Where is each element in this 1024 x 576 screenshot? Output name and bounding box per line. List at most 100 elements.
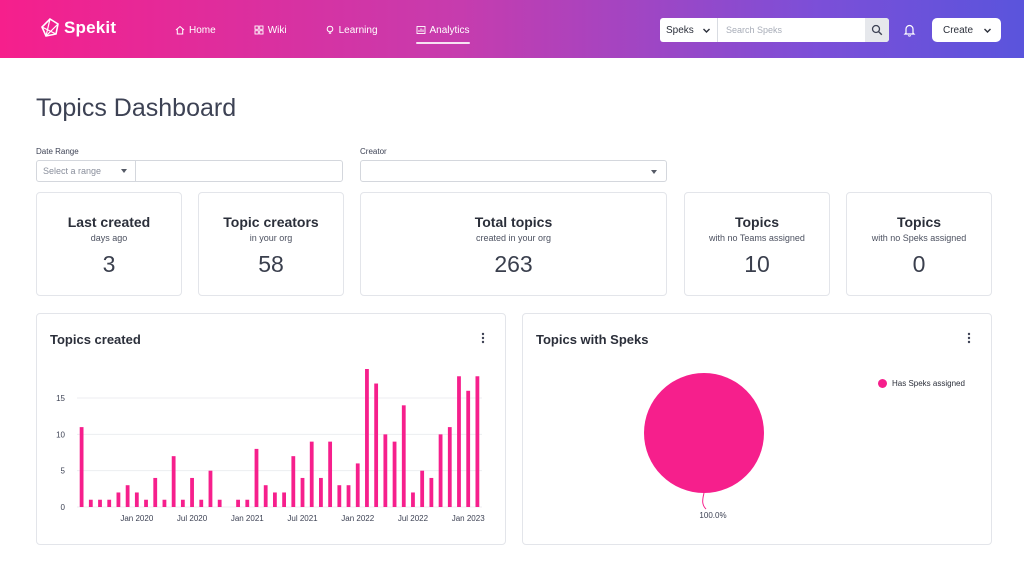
bar[interactable] bbox=[254, 448, 259, 507]
bar[interactable] bbox=[401, 405, 406, 507]
nav-learning[interactable]: Learning bbox=[325, 22, 378, 38]
date-range-dropdown[interactable]: Select a range bbox=[37, 161, 136, 181]
stat-subtitle: days ago bbox=[90, 233, 128, 243]
x-tick-label: Jan 2023 bbox=[452, 514, 485, 523]
caret-down-icon bbox=[121, 169, 127, 173]
stat-title: Total topics bbox=[474, 214, 553, 230]
bar[interactable] bbox=[98, 499, 102, 507]
data-label-leader bbox=[702, 492, 707, 510]
bar[interactable] bbox=[383, 434, 388, 507]
bar[interactable] bbox=[309, 441, 314, 507]
bar[interactable] bbox=[466, 390, 471, 507]
bar[interactable] bbox=[263, 485, 268, 507]
bar[interactable] bbox=[291, 456, 296, 507]
search-input[interactable] bbox=[718, 18, 865, 42]
bar[interactable] bbox=[79, 427, 84, 507]
search-scope-dropdown[interactable]: Speks bbox=[660, 18, 718, 42]
bar[interactable] bbox=[162, 499, 167, 507]
pie-data-label: 100.0% bbox=[699, 511, 726, 520]
bar[interactable] bbox=[300, 477, 305, 507]
y-tick-label: 5 bbox=[61, 467, 66, 476]
grid-icon bbox=[254, 25, 264, 35]
top-nav-bar: Spekit Home Wiki Learning Analytics Spek… bbox=[0, 0, 1024, 58]
nav-wiki[interactable]: Wiki bbox=[254, 22, 287, 38]
search-scope-label: Speks bbox=[666, 24, 694, 36]
bar[interactable] bbox=[328, 441, 333, 507]
stat-subtitle: with no Teams assigned bbox=[709, 233, 805, 243]
stat-card-last-created: Last created days ago 3 bbox=[36, 192, 182, 296]
bar[interactable] bbox=[180, 499, 185, 507]
date-range-placeholder: Select a range bbox=[43, 166, 102, 176]
stat-title: Last created bbox=[67, 214, 151, 230]
stat-title: Topic creators bbox=[223, 214, 319, 230]
brand-name: Spekit bbox=[64, 18, 117, 37]
bar[interactable] bbox=[107, 499, 112, 507]
bar[interactable] bbox=[346, 485, 351, 507]
stat-card-topic-creators: Topic creators in your org 58 bbox=[198, 192, 344, 296]
lightbulb-icon bbox=[326, 25, 333, 34]
x-tick-label: Jul 2020 bbox=[177, 514, 208, 523]
bar[interactable] bbox=[125, 485, 130, 507]
bar[interactable] bbox=[411, 492, 415, 507]
bar[interactable] bbox=[236, 499, 240, 507]
legend-label: Has Speks assigned bbox=[892, 379, 965, 388]
bar[interactable] bbox=[282, 492, 287, 507]
bar[interactable] bbox=[447, 427, 452, 507]
bar[interactable] bbox=[420, 470, 425, 507]
bar[interactable] bbox=[272, 492, 277, 507]
brand[interactable]: Spekit bbox=[40, 18, 116, 38]
creator-select[interactable] bbox=[360, 160, 667, 182]
bar[interactable] bbox=[457, 376, 461, 507]
topics-created-panel: Topics created 0 5 10 15 Jan 2020 Jul 2020 Jan… bbox=[36, 313, 506, 545]
bar[interactable] bbox=[190, 477, 194, 507]
bar[interactable] bbox=[475, 376, 480, 507]
topics-with-speks-chart: 100.0% bbox=[644, 373, 764, 520]
create-button-label: Create bbox=[943, 24, 974, 36]
bar[interactable] bbox=[319, 477, 323, 507]
bar[interactable] bbox=[337, 485, 342, 507]
creator-label: Creator bbox=[360, 147, 387, 156]
bar[interactable] bbox=[355, 463, 360, 507]
bar[interactable] bbox=[116, 492, 121, 507]
x-tick-label: Jul 2021 bbox=[287, 514, 318, 523]
date-range-select[interactable]: Select a range bbox=[36, 160, 343, 182]
analytics-icon bbox=[416, 26, 425, 34]
bar[interactable] bbox=[429, 477, 434, 507]
search-bar: Speks bbox=[660, 18, 889, 42]
bar[interactable] bbox=[199, 499, 204, 507]
stat-subtitle: with no Speks assigned bbox=[871, 233, 967, 243]
nav-analytics[interactable]: Analytics bbox=[415, 22, 470, 44]
bar[interactable] bbox=[438, 434, 443, 507]
bar[interactable] bbox=[217, 499, 222, 507]
nav-analytics-label: Analytics bbox=[429, 24, 470, 36]
nav-learning-label: Learning bbox=[338, 24, 378, 36]
stat-title: Topics bbox=[734, 214, 780, 230]
bar[interactable] bbox=[374, 383, 379, 507]
nav-home[interactable]: Home bbox=[175, 22, 216, 38]
x-tick-label: Jan 2020 bbox=[120, 514, 153, 523]
bar[interactable] bbox=[208, 470, 213, 507]
topics-created-chart: 0 5 10 15 Jan 2020 Jul 2020 Jan 2021 Jul 2021 Ja… bbox=[56, 369, 485, 523]
bar[interactable] bbox=[392, 441, 397, 507]
bar[interactable] bbox=[134, 492, 139, 507]
stat-subtitle: in your org bbox=[249, 233, 293, 243]
search-button[interactable] bbox=[865, 18, 889, 42]
x-tick-label: Jan 2022 bbox=[341, 514, 374, 523]
stat-value: 10 bbox=[744, 251, 770, 277]
pie-slice[interactable] bbox=[644, 373, 764, 493]
home-icon bbox=[175, 25, 185, 35]
create-button[interactable]: Create bbox=[932, 18, 1001, 42]
bar[interactable] bbox=[144, 499, 148, 507]
bar[interactable] bbox=[245, 499, 250, 507]
bar[interactable] bbox=[153, 477, 158, 507]
bar[interactable] bbox=[365, 369, 369, 507]
stat-value: 58 bbox=[258, 251, 284, 277]
bar[interactable] bbox=[171, 456, 176, 507]
bell-icon[interactable] bbox=[903, 23, 916, 37]
chevron-down-icon bbox=[984, 28, 991, 33]
x-tick-label: Jan 2021 bbox=[231, 514, 264, 523]
bar[interactable] bbox=[88, 499, 93, 507]
chart-legend[interactable]: Has Speks assigned bbox=[878, 379, 965, 388]
more-options-icon[interactable] bbox=[480, 332, 486, 344]
more-options-icon[interactable] bbox=[966, 332, 972, 344]
